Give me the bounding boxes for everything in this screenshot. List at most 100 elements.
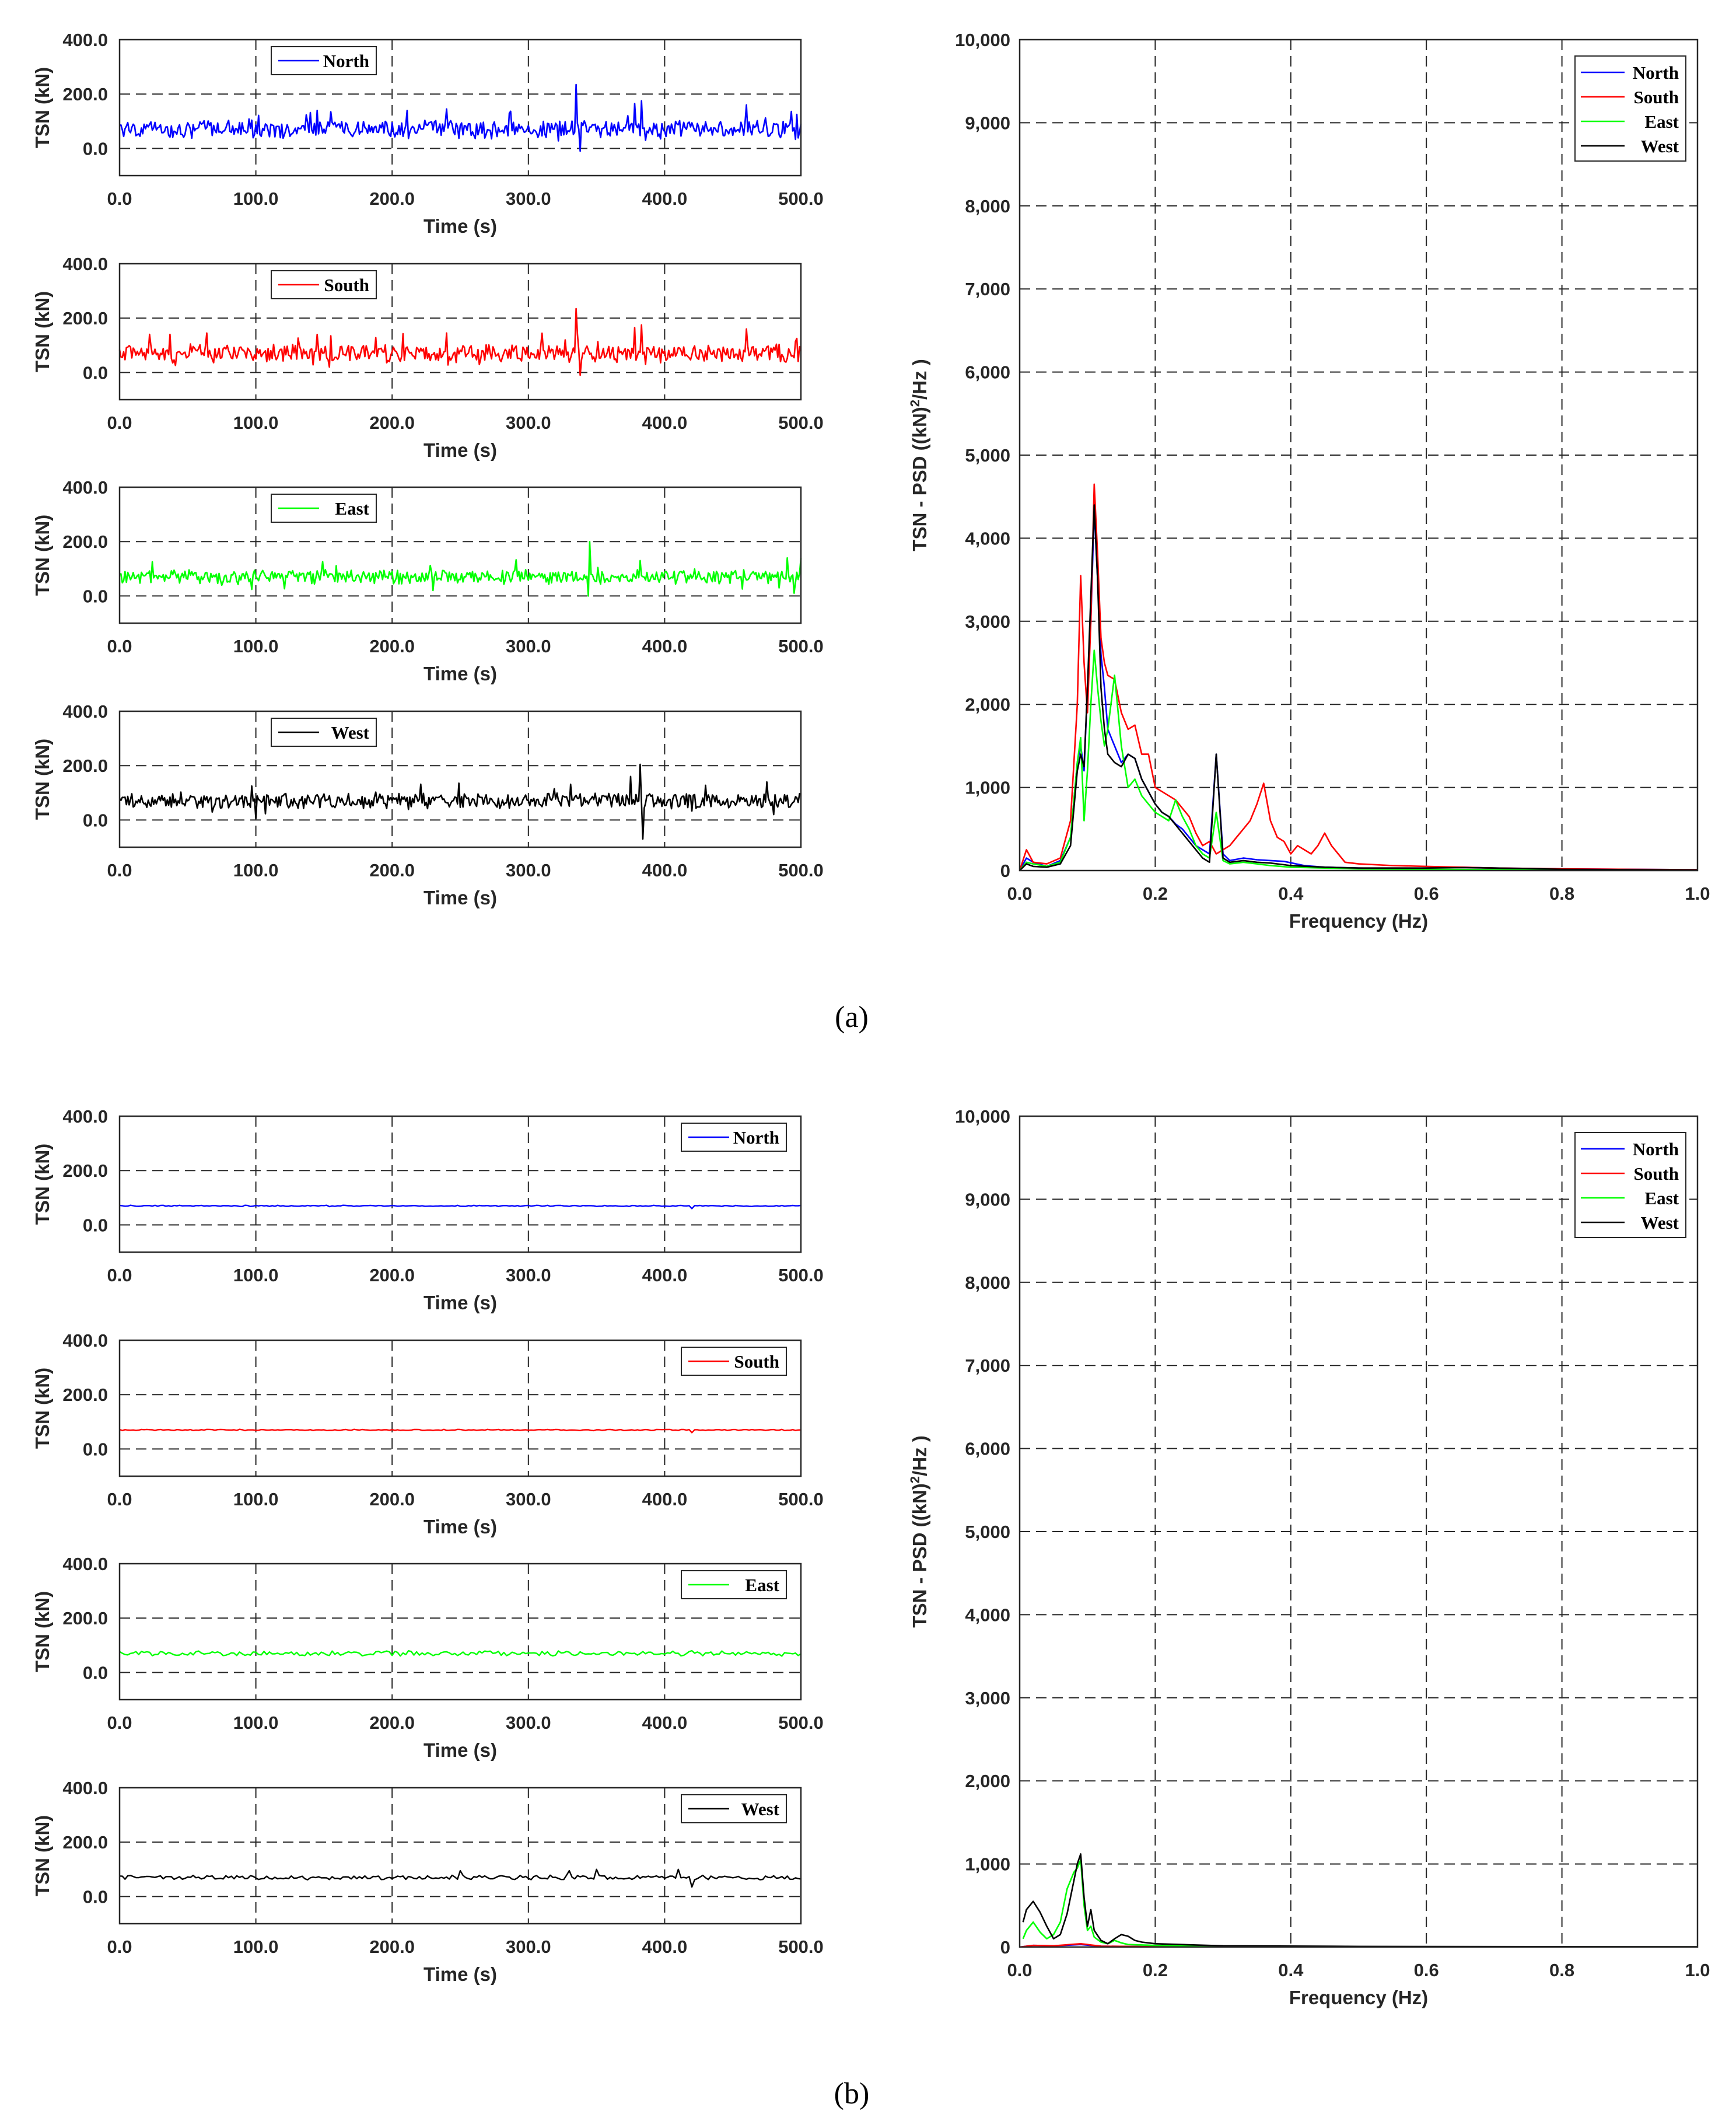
series-line-south	[119, 1428, 802, 1434]
x-tick-label: 100.0	[233, 413, 279, 433]
y-tick-label: 200.0	[62, 532, 108, 552]
x-tick-label: 500.0	[778, 860, 824, 880]
x-axis-label: Time (s)	[424, 887, 497, 908]
legend: East	[681, 1570, 787, 1599]
legend-label: South	[734, 1351, 779, 1372]
x-tick-label: 200.0	[369, 1265, 415, 1285]
x-tick-label: 300.0	[506, 636, 551, 656]
y-tick-label: 400.0	[62, 1554, 108, 1574]
y-tick-label: 200.0	[62, 1832, 108, 1853]
x-tick-label: 0.0	[107, 188, 132, 209]
legend-box	[681, 1570, 787, 1599]
x-tick-label: 0.4	[1278, 1960, 1304, 1980]
x-tick-label: 400.0	[642, 188, 688, 209]
x-tick-label: 300.0	[506, 1937, 551, 1957]
psd-line-west	[1019, 504, 1698, 871]
x-tick-label: 100.0	[233, 1265, 279, 1285]
x-tick-label: 0.0	[107, 1265, 132, 1285]
y-axis-label: TSN (kN)	[32, 291, 53, 372]
x-tick-label: 400.0	[642, 860, 688, 880]
plot-frame	[118, 263, 802, 401]
series-line-north	[119, 83, 802, 152]
plot-frame	[118, 39, 802, 177]
y-tick-label: 0.0	[83, 1215, 108, 1235]
plot-frame	[1019, 1115, 1699, 1948]
y-axis-label: TSN (kN)	[32, 1815, 53, 1896]
y-axis-label-main: TSN - PSD ((kN)	[909, 1483, 930, 1628]
legend: North	[271, 46, 377, 75]
y-tick-label: 200.0	[62, 308, 108, 328]
legend-box	[1574, 1132, 1686, 1238]
legend-label: South	[324, 275, 369, 295]
series-line-east	[119, 1649, 802, 1657]
x-tick-label: 100.0	[233, 860, 279, 880]
x-axis-label: Time (s)	[424, 1739, 497, 1761]
y-axis-label: TSN (kN)	[32, 1144, 53, 1225]
x-tick-label: 100.0	[233, 188, 279, 209]
x-tick-label: 100.0	[233, 1712, 279, 1733]
legend-label-north: North	[1633, 62, 1679, 83]
y-tick-label: 7,000	[965, 1355, 1010, 1376]
x-axis-label: Frequency (Hz)	[1289, 910, 1428, 932]
y-tick-label: 7,000	[965, 279, 1010, 299]
x-tick-label: 500.0	[778, 413, 824, 433]
ts-chart-a-west: 400.0 200.0 0.0 0.0 100.0 200.0 300.0 400.0 500.…	[32, 701, 824, 908]
legend-label-south: South	[1633, 1163, 1679, 1184]
series-line-north	[119, 1204, 802, 1210]
legend-label-north: North	[1633, 1139, 1679, 1159]
ts-chart-b-south: 400.0 200.0 0.0 0.0 100.0 200.0 300.0 400.0 500.…	[32, 1330, 824, 1537]
x-tick-label: 100.0	[233, 1937, 279, 1957]
x-tick-label: 300.0	[506, 413, 551, 433]
x-tick-label: 0.0	[1007, 883, 1032, 904]
y-tick-label: 0.0	[83, 138, 108, 159]
y-tick-label: 400.0	[62, 477, 108, 498]
legend-label-west: West	[1641, 136, 1679, 156]
ts-chart-b-west: 400.0 200.0 0.0 0.0 100.0 200.0 300.0 400.0 500.…	[32, 1778, 824, 1985]
y-tick-label: 0.0	[83, 362, 108, 383]
legend-label-east: East	[1644, 1188, 1679, 1208]
x-tick-label: 500.0	[778, 1265, 824, 1285]
y-tick-label: 9,000	[965, 113, 1010, 133]
plot-frame	[118, 1787, 802, 1925]
x-tick-label: 0.0	[107, 1489, 132, 1509]
x-tick-label: 200.0	[369, 413, 415, 433]
plot-frame	[118, 1115, 802, 1253]
psd-chart-a: 10,000 9,000 8,000 7,000 6,000 5,000 4,000 3,00…	[908, 30, 1710, 932]
plot-frame	[118, 1339, 802, 1477]
legend: North South East West	[1574, 1132, 1686, 1238]
y-tick-label: 10,000	[955, 1106, 1010, 1127]
y-tick-label: 0.0	[83, 1439, 108, 1459]
x-tick-label: 0.0	[107, 413, 132, 433]
legend-label-east: East	[1644, 111, 1679, 132]
x-tick-label: 0.2	[1143, 883, 1168, 904]
y-tick-label: 0.0	[83, 586, 108, 606]
ts-chart-a-north: 400.0 200.0 0.0 0.0 100.0 200.0 300.0 400.0 500.…	[32, 30, 824, 237]
y-tick-label: 0.0	[83, 810, 108, 830]
ts-chart-b-north: 400.0 200.0 0.0 0.0 100.0 200.0 300.0 400.0 500.…	[32, 1106, 824, 1313]
x-tick-label: 100.0	[233, 1489, 279, 1509]
psd-line-east	[1019, 649, 1698, 871]
y-tick-label: 0	[1000, 1937, 1010, 1958]
y-tick-label: 6,000	[965, 362, 1010, 383]
legend-label: East	[335, 498, 369, 519]
y-tick-label: 5,000	[965, 1522, 1010, 1542]
y-tick-label: 2,000	[965, 1771, 1010, 1791]
legend-box	[1574, 55, 1686, 162]
ts-chart-a-south: 400.0 200.0 0.0 0.0 100.0 200.0 300.0 400.0 500.…	[32, 254, 824, 461]
x-axis-label: Time (s)	[424, 215, 497, 237]
x-tick-label: 0.8	[1549, 883, 1574, 904]
x-tick-label: 300.0	[506, 860, 551, 880]
y-tick-label: 0	[1000, 861, 1010, 881]
legend-label: West	[331, 722, 370, 743]
series-line-west	[119, 1868, 802, 1888]
y-axis-label: TSN (kN)	[32, 515, 53, 596]
x-tick-label: 200.0	[369, 860, 415, 880]
x-tick-label: 0.8	[1549, 1960, 1574, 1980]
x-axis-label: Time (s)	[424, 1963, 497, 1985]
legend-label-south: South	[1633, 87, 1679, 107]
y-tick-label: 4,000	[965, 1605, 1010, 1625]
x-tick-label: 0.2	[1143, 1960, 1168, 1980]
y-axis-label-tail: /Hz )	[909, 1435, 930, 1476]
y-tick-label: 400.0	[62, 30, 108, 50]
